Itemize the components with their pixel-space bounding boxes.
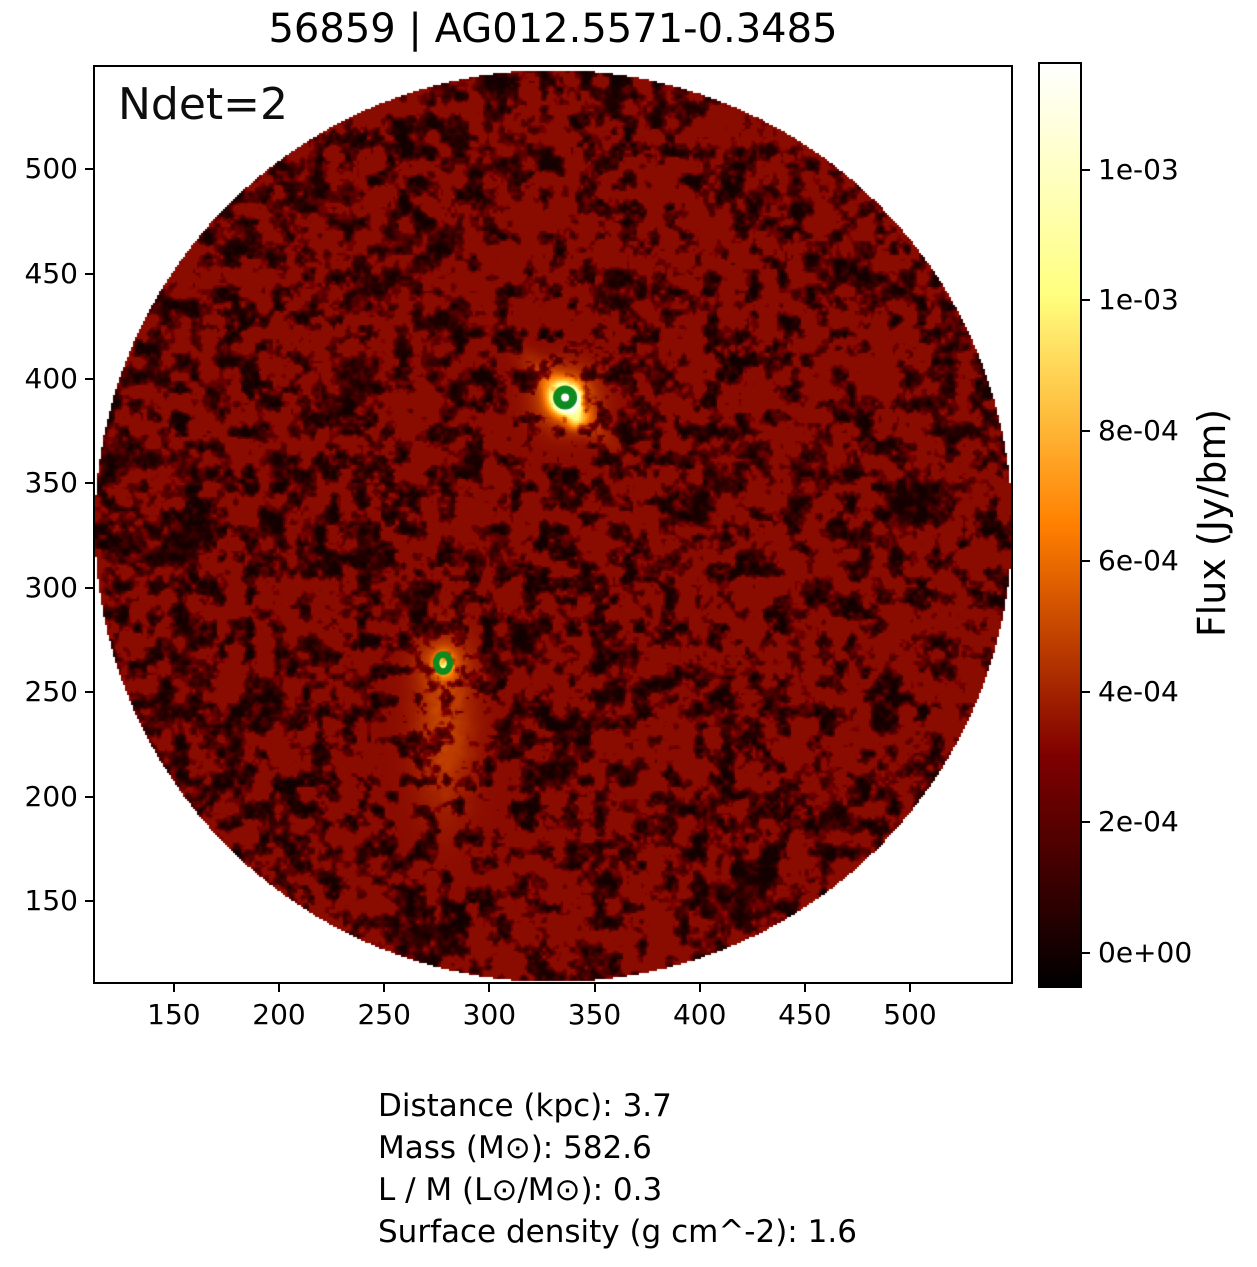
y-tick-mark [85,691,93,694]
y-tick-mark [85,795,93,798]
x-tick-mark [698,984,701,992]
info-line: Distance (kpc): 3.7 [378,1088,672,1124]
figure-title: 56859 | AG012.5571-0.3485 [268,6,838,52]
colorbar-tick-label: 8e-04 [1098,413,1179,447]
x-tick-mark [278,984,281,992]
x-tick-label: 500 [883,998,937,1031]
colorbar-tick-label: 6e-04 [1098,544,1179,578]
heatmap-canvas [95,67,1011,982]
y-tick-label: 350 [24,466,78,500]
y-tick-label: 200 [24,779,78,813]
y-tick-label: 400 [24,361,78,395]
y-tick-label: 250 [24,675,78,709]
ndet-annotation: Ndet=2 [118,79,289,130]
x-tick-mark [803,984,806,992]
colorbar [1038,62,1082,988]
y-tick-mark [85,273,93,276]
colorbar-tick-mark [1082,951,1090,954]
y-tick-mark [85,482,93,485]
colorbar-tick-mark [1082,429,1090,432]
x-tick-label: 350 [567,998,622,1031]
plot-area: Ndet=2 [93,65,1013,984]
y-tick-mark [85,168,93,171]
info-line: Surface density (g cm^-2): 1.6 [378,1214,857,1250]
colorbar-tick-label: 2e-04 [1098,805,1179,839]
colorbar-tick-mark [1082,168,1090,171]
x-tick-label: 200 [252,998,306,1031]
x-tick-label: 250 [357,998,411,1031]
colorbar-tick-label: 1e-03 [1098,283,1179,317]
y-tick-label: 450 [24,257,78,291]
x-tick-mark [593,984,596,992]
info-line: L / M (L⊙/M⊙): 0.3 [378,1172,663,1208]
x-tick-label: 150 [147,998,201,1031]
colorbar-tick-label: 4e-04 [1098,674,1179,708]
colorbar-label: Flux (Jy/bm) [1190,408,1234,638]
x-tick-label: 300 [462,998,517,1031]
colorbar-tick-mark [1082,690,1090,693]
info-block: Distance (kpc): 3.7 Mass (M⊙): 582.6 L / M… [378,1085,857,1253]
y-tick-mark [85,900,93,903]
colorbar-tick-label: 0e+00 [1098,935,1193,969]
x-tick-mark [172,984,175,992]
colorbar-tick-mark [1082,299,1090,302]
y-tick-mark [85,586,93,589]
colorbar-tick-mark [1082,821,1090,824]
colorbar-tick-label: 1e-03 [1098,152,1179,186]
x-tick-mark [383,984,386,992]
colorbar-tick-mark [1082,560,1090,563]
x-tick-label: 450 [778,998,832,1031]
y-tick-label: 300 [24,570,78,604]
y-tick-label: 150 [24,884,78,918]
y-tick-label: 500 [24,152,78,186]
y-tick-mark [85,377,93,380]
x-tick-mark [909,984,912,992]
x-tick-label: 400 [672,998,727,1031]
info-line: Mass (M⊙): 582.6 [378,1130,652,1166]
x-tick-mark [488,984,491,992]
